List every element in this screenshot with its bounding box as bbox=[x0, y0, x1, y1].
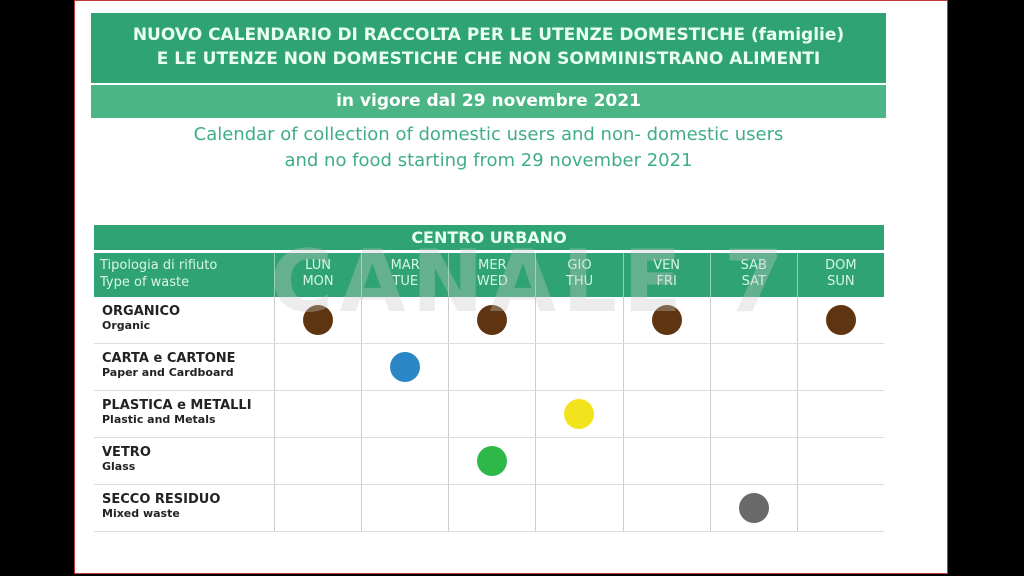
schedule-table: CENTRO URBANO Tipologia di rifiuto Type … bbox=[94, 225, 884, 532]
label-en: Type of waste bbox=[100, 275, 190, 290]
waste-type-en: Organic bbox=[102, 319, 151, 332]
waste-type-it: SECCO RESIDUO bbox=[102, 492, 221, 507]
day-cell bbox=[448, 438, 535, 484]
day-en: THU bbox=[565, 274, 594, 289]
waste-type-it: PLASTICA e METALLI bbox=[102, 398, 252, 413]
day-cell bbox=[622, 344, 710, 390]
day-cell bbox=[274, 297, 361, 343]
day-cell bbox=[796, 485, 884, 531]
title-line-1: NUOVO CALENDARIO DI RACCOLTA PER LE UTEN… bbox=[132, 25, 845, 45]
english-line-2: and no food starting from 29 november 20… bbox=[284, 150, 693, 171]
day-it: MAR bbox=[390, 258, 420, 273]
day-it: VEN bbox=[653, 258, 681, 273]
day-cell bbox=[274, 344, 361, 390]
waste-type-it: VETRO bbox=[102, 445, 151, 460]
day-cell bbox=[535, 485, 622, 531]
calendar-card: NUOVO CALENDARIO DI RACCOLTA PER LE UTEN… bbox=[74, 0, 948, 574]
day-header: DOM SUN bbox=[796, 253, 884, 297]
collection-dot-icon bbox=[303, 305, 334, 335]
day-en: FRI bbox=[656, 274, 677, 289]
waste-type-header: Tipologia di rifiuto Type of waste bbox=[94, 253, 274, 297]
collection-dot-icon bbox=[825, 305, 856, 335]
day-cell bbox=[448, 297, 535, 343]
table-row: CARTA e CARTONE Paper and Cardboard bbox=[94, 344, 884, 391]
day-cell bbox=[622, 297, 710, 343]
collection-dot-icon bbox=[390, 352, 421, 382]
day-cell bbox=[361, 485, 448, 531]
day-header: GIO THU bbox=[535, 253, 622, 297]
day-cell bbox=[535, 438, 622, 484]
day-en: SUN bbox=[827, 274, 855, 289]
english-subtitle: Calendar of collection of domestic users… bbox=[91, 122, 886, 174]
day-cell bbox=[709, 485, 797, 531]
day-cell bbox=[796, 297, 884, 343]
collection-dot-icon bbox=[651, 305, 682, 335]
day-cell bbox=[796, 438, 884, 484]
day-en: MON bbox=[302, 274, 334, 289]
day-cell bbox=[448, 391, 535, 437]
day-cell bbox=[274, 485, 361, 531]
day-cell bbox=[622, 438, 710, 484]
day-cell bbox=[709, 391, 797, 437]
waste-type-it: ORGANICO bbox=[102, 304, 181, 319]
waste-type-it: CARTA e CARTONE bbox=[102, 351, 236, 366]
day-cell bbox=[274, 391, 361, 437]
day-cell bbox=[535, 344, 622, 390]
day-header: MER WED bbox=[448, 253, 535, 297]
day-en: WED bbox=[476, 274, 508, 289]
waste-type-en: Mixed waste bbox=[102, 507, 180, 520]
waste-type: ORGANICO Organic bbox=[94, 297, 274, 343]
day-cell bbox=[361, 391, 448, 437]
day-header: SAB SAT bbox=[709, 253, 797, 297]
day-it: DOM bbox=[825, 258, 857, 273]
english-line-1: Calendar of collection of domestic users… bbox=[193, 124, 784, 145]
header-row: Tipologia di rifiuto Type of waste LUN MO… bbox=[94, 253, 884, 297]
effective-date: in vigore dal 29 novembre 2021 bbox=[91, 85, 886, 118]
day-it: LUN bbox=[305, 258, 331, 273]
label-it: Tipologia di rifiuto bbox=[100, 258, 218, 273]
day-cell bbox=[622, 485, 710, 531]
day-cell bbox=[448, 485, 535, 531]
day-en: SAT bbox=[741, 274, 766, 289]
collection-dot-icon bbox=[738, 493, 769, 523]
day-cell bbox=[361, 344, 448, 390]
day-cell bbox=[535, 297, 622, 343]
table-row: VETRO Glass bbox=[94, 438, 884, 485]
table-row: SECCO RESIDUO Mixed waste bbox=[94, 485, 884, 532]
waste-type-en: Glass bbox=[102, 460, 136, 473]
waste-type: VETRO Glass bbox=[94, 438, 274, 484]
waste-type-en: Plastic and Metals bbox=[102, 413, 216, 426]
table-row: ORGANICO Organic bbox=[94, 297, 884, 344]
day-header: MAR TUE bbox=[361, 253, 448, 297]
day-it: MER bbox=[478, 258, 507, 273]
waste-type: CARTA e CARTONE Paper and Cardboard bbox=[94, 344, 274, 390]
day-cell bbox=[709, 297, 797, 343]
day-cell bbox=[361, 438, 448, 484]
collection-dot-icon bbox=[477, 446, 508, 476]
day-it: SAB bbox=[740, 258, 767, 273]
day-cell bbox=[709, 438, 797, 484]
collection-dot-icon bbox=[477, 305, 508, 335]
waste-type: SECCO RESIDUO Mixed waste bbox=[94, 485, 274, 531]
waste-type-en: Paper and Cardboard bbox=[102, 366, 234, 379]
title-banner: NUOVO CALENDARIO DI RACCOLTA PER LE UTEN… bbox=[91, 13, 886, 83]
day-cell bbox=[361, 297, 448, 343]
table-row: PLASTICA e METALLI Plastic and Metals bbox=[94, 391, 884, 438]
title-line-2: E LE UTENZE NON DOMESTICHE CHE NON SOMMI… bbox=[156, 49, 821, 69]
day-header: LUN MON bbox=[274, 253, 361, 297]
day-cell bbox=[796, 344, 884, 390]
day-it: GIO bbox=[567, 258, 592, 273]
waste-type: PLASTICA e METALLI Plastic and Metals bbox=[94, 391, 274, 437]
collection-dot-icon bbox=[564, 399, 595, 429]
day-cell bbox=[274, 438, 361, 484]
day-cell bbox=[535, 391, 622, 437]
day-cell bbox=[622, 391, 710, 437]
day-cell bbox=[709, 344, 797, 390]
day-en: TUE bbox=[392, 274, 419, 289]
day-header: VEN FRI bbox=[622, 253, 710, 297]
day-cell bbox=[796, 391, 884, 437]
day-cell bbox=[448, 344, 535, 390]
table-title: CENTRO URBANO bbox=[94, 225, 884, 250]
